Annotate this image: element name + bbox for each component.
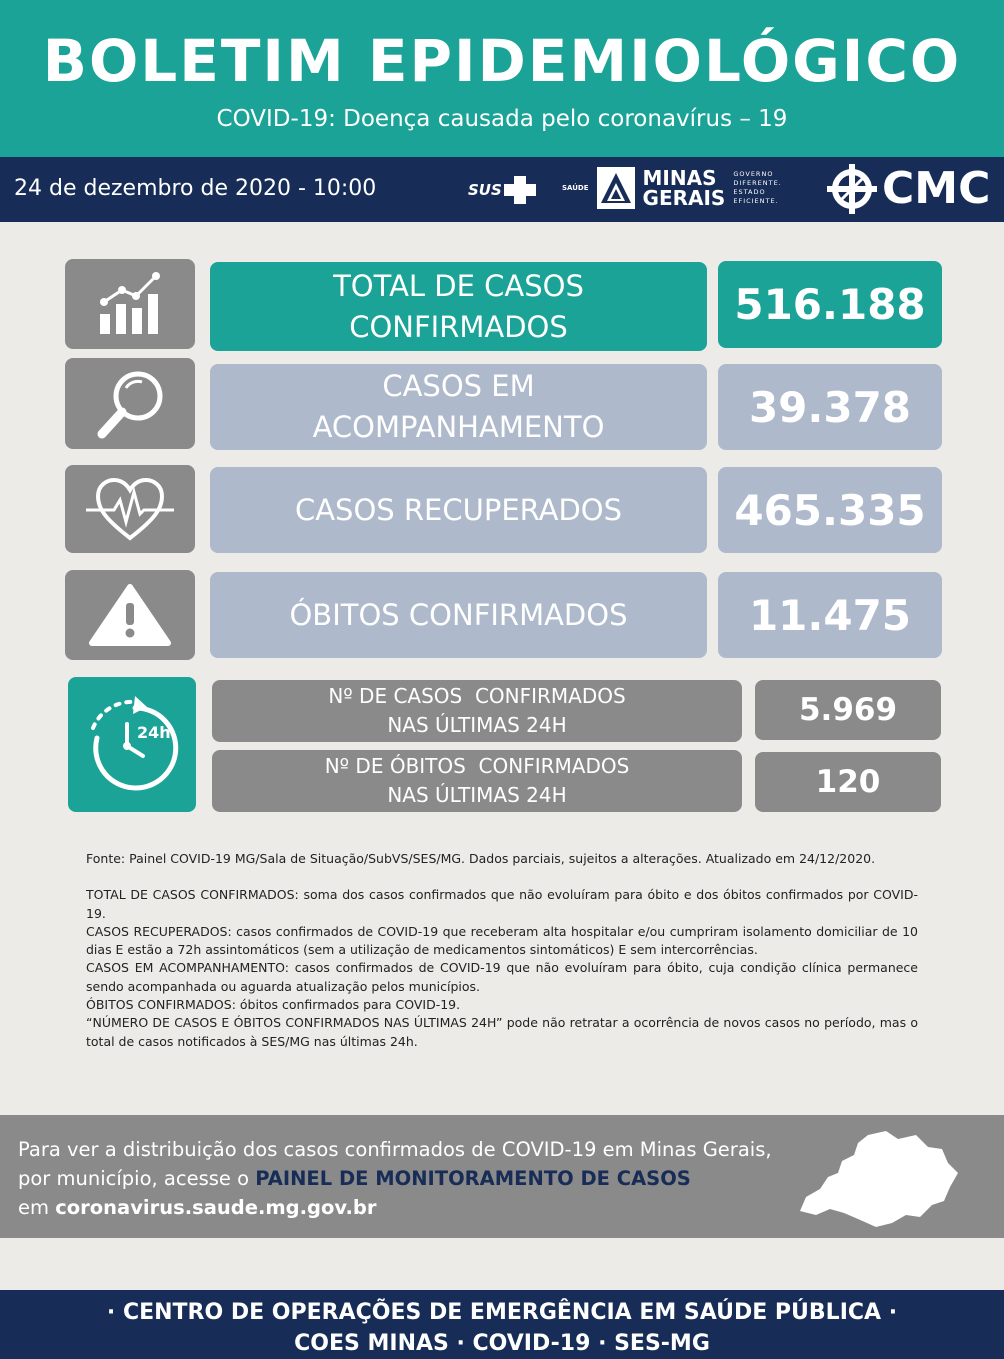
total-cases-label: TOTAL DE CASOS CONFIRMADOS xyxy=(210,262,707,351)
stat-label-line: CASOS EM xyxy=(382,369,535,403)
total-cases-value: 516.188 xyxy=(718,261,942,348)
footnotes: Fonte: Painel COVID-19 MG/Sala de Situaç… xyxy=(86,850,918,1051)
info-text: Para ver a distribuição dos casos confir… xyxy=(18,1138,772,1190)
chart-growth-icon xyxy=(100,272,160,334)
heart-pulse-icon xyxy=(86,477,174,541)
warning-icon xyxy=(89,584,171,646)
minas-gerais-emblem-icon xyxy=(596,167,635,209)
stat-label-line: ACOMPANHAMENTO xyxy=(312,410,605,444)
tagline-line: ESTADO xyxy=(733,188,766,196)
cases-24h-label: Nº DE CASOS CONFIRMADOS NAS ÚLTIMAS 24H xyxy=(212,680,742,742)
cases-24h-value: 5.969 xyxy=(755,680,941,740)
panel-link[interactable]: PAINEL DE MONITORAMENTO DE CASOS xyxy=(255,1167,691,1190)
stat-label-line: NAS ÚLTIMAS 24H xyxy=(387,713,567,737)
sus-logo: SUS xyxy=(468,175,538,205)
tagline-line: EFICIENTE. xyxy=(733,197,779,205)
sus-cross-icon xyxy=(503,176,536,204)
definition-note: CASOS RECUPERADOS: casos confirmados de … xyxy=(86,923,918,958)
deaths-label: ÓBITOS CONFIRMADOS xyxy=(210,572,707,658)
main-content: TOTAL DE CASOS CONFIRMADOS 516.188 CASOS… xyxy=(0,222,1004,1115)
source-note: Fonte: Painel COVID-19 MG/Sala de Situaç… xyxy=(86,851,876,866)
magnifier-icon xyxy=(97,371,163,438)
footer-line: COES MINAS · COVID-19 · SES-MG xyxy=(294,1331,710,1356)
deaths-24h-label: Nº DE ÓBITOS CONFIRMADOS NAS ÚLTIMAS 24H xyxy=(212,750,742,812)
stat-icon-box xyxy=(65,358,195,449)
definition-note: TOTAL DE CASOS CONFIRMADOS: soma dos cas… xyxy=(86,887,918,921)
recovered-cases-value: 465.335 xyxy=(718,467,942,553)
stat-icon-box xyxy=(65,570,195,660)
cmc-logo: CMC xyxy=(826,163,990,215)
minas-gerais-text: MINAS GERAIS xyxy=(643,168,726,208)
clock-24h-icon: 24h xyxy=(91,695,179,790)
stat-label-line: CONFIRMADOS xyxy=(349,309,568,344)
svg-text:24h: 24h xyxy=(137,723,171,742)
stat-label-line: NAS ÚLTIMAS 24H xyxy=(387,783,567,807)
stat-label-line: TOTAL DE CASOS xyxy=(333,268,584,303)
monitoring-cases-value: 39.378 xyxy=(718,364,942,450)
sus-logo-text: SUS xyxy=(468,181,502,199)
minas-text: MINAS xyxy=(642,166,717,190)
deaths-24h-value: 120 xyxy=(755,752,941,812)
stat-icon-box xyxy=(65,465,195,553)
governo-tagline: GOVERNO DIFERENTE. ESTADO EFICIENTE. xyxy=(733,170,781,206)
minas-gerais-map-icon xyxy=(800,1131,958,1227)
info-text: em xyxy=(18,1196,56,1219)
minas-gerais-logo: SAÚDE MINAS GERAIS GOVERNO DIFERENTE. ES… xyxy=(562,167,782,209)
header: BOLETIM EPIDEMIOLÓGICO COVID-19: Doença … xyxy=(0,0,1004,157)
footer: · CENTRO DE OPERAÇÕES DE EMERGÊNCIA EM S… xyxy=(0,1290,1004,1359)
stat-label-line: ÓBITOS CONFIRMADOS xyxy=(289,597,628,632)
monitoring-cases-label: CASOS EM ACOMPANHAMENTO xyxy=(210,364,707,450)
page-title: BOLETIM EPIDEMIOLÓGICO xyxy=(42,27,962,95)
gerais-text: GERAIS xyxy=(642,186,726,210)
stat-label-line: Nº DE CASOS CONFIRMADOS xyxy=(328,684,626,708)
cmc-logo-text: CMC xyxy=(882,163,991,214)
stat-icon-box xyxy=(65,259,195,349)
bulletin-date: 24 de dezembro de 2020 - 10:00 xyxy=(14,176,377,201)
page-subtitle: COVID-19: Doença causada pelo coronavíru… xyxy=(216,106,788,132)
definition-note: CASOS EM ACOMPANHAMENTO: casos confirmad… xyxy=(86,960,918,994)
date-logo-bar: 24 de dezembro de 2020 - 10:00 SUS SAÚDE… xyxy=(0,157,1004,222)
panel-info-band: Para ver a distribuição dos casos confir… xyxy=(0,1115,1004,1238)
site-url[interactable]: coronavirus.saude.mg.gov.br xyxy=(55,1196,377,1219)
separator xyxy=(0,1238,1004,1290)
cmc-emblem-icon xyxy=(827,164,877,214)
stat-label-line: CASOS RECUPERADOS xyxy=(294,492,623,527)
tagline-line: DIFERENTE. xyxy=(733,179,782,187)
deaths-value: 11.475 xyxy=(718,572,942,658)
definition-note: “NÚMERO DE CASOS E ÓBITOS CONFIRMADOS NA… xyxy=(86,1015,918,1049)
recovered-cases-label: CASOS RECUPERADOS xyxy=(210,467,707,553)
footer-line: · CENTRO DE OPERAÇÕES DE EMERGÊNCIA EM S… xyxy=(106,1300,898,1325)
panel-info-text: Para ver a distribuição dos casos confir… xyxy=(18,1135,808,1222)
last-24h-icon-box: 24h xyxy=(68,677,196,812)
stat-label-line: Nº DE ÓBITOS CONFIRMADOS xyxy=(324,754,630,778)
saude-label: SAÚDE xyxy=(562,184,589,192)
tagline-line: GOVERNO xyxy=(733,170,774,178)
definition-note: ÓBITOS CONFIRMADOS: óbitos confirmados p… xyxy=(86,997,461,1013)
